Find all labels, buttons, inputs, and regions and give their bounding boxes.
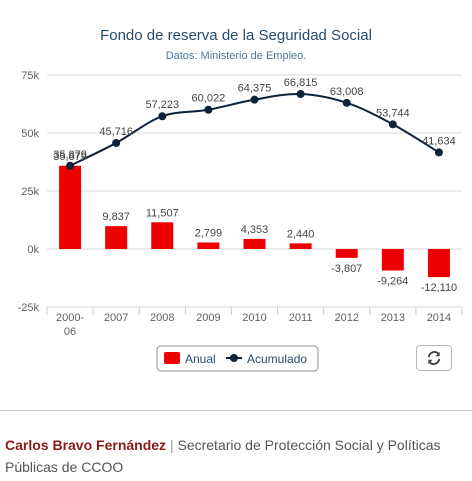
line-point xyxy=(204,105,213,114)
x-tick-label: 2008 xyxy=(150,312,174,324)
bar-data-label: -3,807 xyxy=(331,263,362,275)
credit-separator: | xyxy=(169,437,174,453)
bar xyxy=(59,165,82,249)
bar xyxy=(381,249,404,271)
bar xyxy=(427,249,450,278)
y-tick-label: 75k xyxy=(21,70,39,82)
author-credit: Carlos Bravo Fernández | Secretario de P… xyxy=(5,434,465,478)
line-data-label: 57,223 xyxy=(145,99,179,111)
x-tick-label: 2009 xyxy=(196,312,220,324)
line-data-label: 41,634 xyxy=(422,135,456,147)
line-point xyxy=(342,98,351,107)
bar-data-label: 9,837 xyxy=(102,211,130,223)
chart-subtitle: Datos: Ministerio de Empleo. xyxy=(166,50,307,62)
legend-label-anual: Anual xyxy=(185,352,216,366)
bar xyxy=(151,222,174,249)
bar-data-label: -12,110 xyxy=(421,282,458,294)
refresh-icon xyxy=(427,351,441,365)
divider xyxy=(0,410,472,411)
chart: Fondo de reserva de la Seguridad Social … xyxy=(18,27,463,372)
line-data-label: 66,815 xyxy=(284,77,318,89)
y-tick-label: 50k xyxy=(21,128,39,140)
line-data-label: 60,022 xyxy=(192,93,226,105)
legend-item-anual[interactable]: Anual xyxy=(164,352,216,366)
bar xyxy=(105,226,128,249)
line-data-label: 45,716 xyxy=(99,126,133,138)
line-point xyxy=(66,161,75,170)
refresh-button[interactable] xyxy=(416,345,452,371)
x-tick-label: 2014 xyxy=(427,312,451,324)
bar-data-label: 2,440 xyxy=(287,228,315,240)
line-point xyxy=(296,89,305,98)
bar xyxy=(243,238,266,249)
legend-marker-acumulado xyxy=(230,354,238,362)
legend-swatch-anual xyxy=(164,352,180,364)
legend-label-acumulado: Acumulado xyxy=(247,352,307,366)
bar-data-label: 35,879 xyxy=(53,151,87,163)
x-tick-label: 06 xyxy=(64,326,76,338)
x-tick-label: 2012 xyxy=(334,312,358,324)
author-name[interactable]: Carlos Bravo Fernández xyxy=(5,437,167,453)
x-tick-label: 2010 xyxy=(242,312,266,324)
x-tick-label: 2007 xyxy=(104,312,128,324)
line-data-label: 53,744 xyxy=(376,107,410,119)
line-data-label: 35,879 xyxy=(53,149,87,161)
bar xyxy=(197,242,220,249)
bar xyxy=(335,249,358,258)
bar-data-label: 4,353 xyxy=(241,224,269,236)
y-tick-label: -25k xyxy=(18,302,40,314)
y-tick-label: 25k xyxy=(21,186,39,198)
line-point xyxy=(112,138,121,147)
legend-item-acumulado[interactable]: Acumulado xyxy=(226,352,307,366)
line-point xyxy=(250,95,259,104)
line-point xyxy=(388,120,397,129)
bar xyxy=(289,243,312,249)
y-tick-label: 0k xyxy=(27,244,39,256)
x-tick-label: 2011 xyxy=(289,312,313,324)
legend: Anual Acumulado xyxy=(156,345,319,372)
line-data-label: 64,375 xyxy=(238,83,272,95)
line-point xyxy=(158,112,167,121)
x-tick-label: 2000- xyxy=(56,312,84,324)
author-role: Secretario de Protección Social y Políti… xyxy=(5,437,441,475)
x-tick-label: 2013 xyxy=(381,312,405,324)
bar-data-label: 11,507 xyxy=(146,207,179,219)
line-data-label: 63,008 xyxy=(330,86,364,98)
chart-title: Fondo de reserva de la Seguridad Social xyxy=(100,27,372,44)
line-point xyxy=(434,148,443,157)
bar-data-label: 2,799 xyxy=(195,228,223,240)
bar-data-label: -9,264 xyxy=(377,275,408,287)
